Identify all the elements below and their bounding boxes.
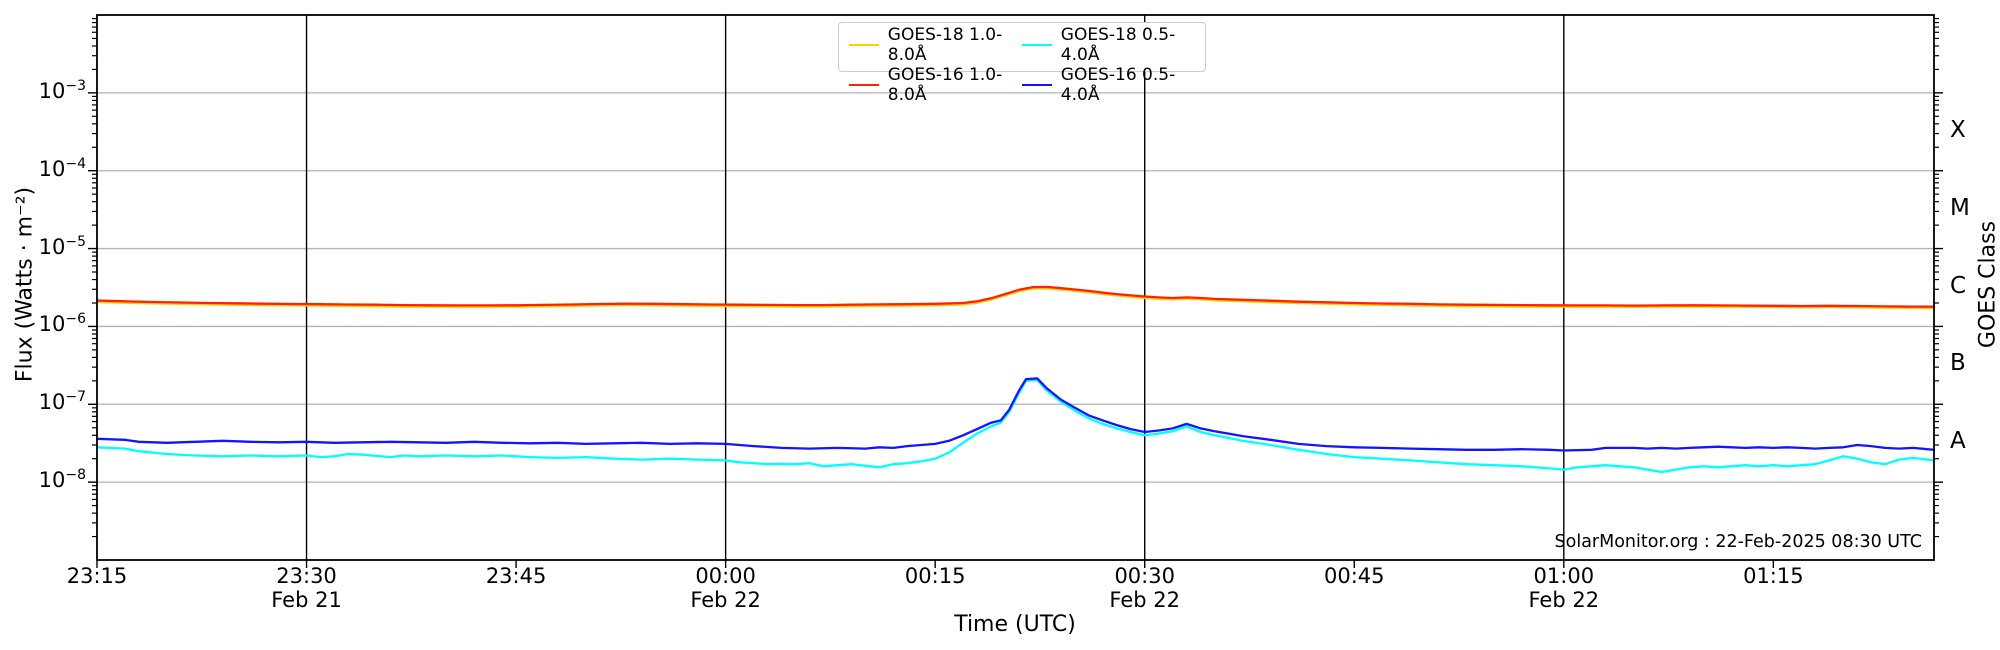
- goes-class-label-A: A: [1950, 428, 1966, 455]
- y-tick-label: 10−6: [38, 311, 86, 337]
- legend-label: GOES-18 0.5-4.0Å: [1060, 25, 1176, 65]
- x-tick-date-label: Feb 22: [690, 588, 761, 612]
- goes-class-label-M: M: [1950, 194, 1970, 221]
- legend-line-swatch: [849, 84, 879, 86]
- y-tick-label: 10−8: [38, 467, 86, 493]
- y-axis-title: Flux (Watts · m⁻²): [12, 186, 38, 383]
- x-tick-date-label: Feb 21: [271, 588, 342, 612]
- x-tick-label: 01:00: [1533, 564, 1595, 588]
- x-tick-label: 23:45: [485, 564, 547, 588]
- y-tick-label: 10−5: [38, 233, 86, 259]
- x-tick-date-label: Feb 22: [1528, 588, 1600, 612]
- legend-line-swatch: [1022, 84, 1052, 86]
- curve-GOES-16 0.5-4.0Å: [95, 377, 1936, 452]
- solarmonitor-watermark: SolarMonitor.org : 22-Feb-2025 08:30 UTC: [1554, 532, 1922, 552]
- curve-GOES-18 1.0-8.0Å: [95, 287, 1936, 310]
- legend-label: GOES-18 1.0-8.0Å: [887, 25, 1003, 65]
- x-axis-title: Time (UTC): [954, 612, 1076, 637]
- x-tick-label: 00:15: [904, 564, 966, 588]
- x-tick-date-label: Feb 22: [1109, 588, 1180, 612]
- x-tick-label: 23:15: [66, 564, 128, 588]
- right-axis-title: GOES Class: [1975, 220, 2000, 349]
- legend-entry: GOES-18 0.5-4.0Å: [1022, 25, 1195, 65]
- y-tick-label: 10−3: [38, 77, 86, 103]
- legend-line-swatch: [1022, 44, 1052, 46]
- legend-label: GOES-16 0.5-4.0Å: [1060, 65, 1176, 105]
- x-tick-label: 00:00: [695, 564, 756, 588]
- plot-frame: [96, 14, 1935, 561]
- goes-class-label-X: X: [1950, 116, 1966, 143]
- x-tick-label: 23:30: [276, 564, 337, 588]
- y-tick-label: 10−7: [38, 389, 86, 415]
- curve-GOES-18 0.5-4.0Å: [95, 378, 1936, 474]
- legend: GOES-18 1.0-8.0Å GOES-16 1.0-8.0Å GOES-18 …: [838, 22, 1206, 105]
- goes-class-label-B: B: [1950, 350, 1966, 377]
- legend-entry: GOES-16 0.5-4.0Å: [1022, 65, 1195, 105]
- legend-entry: GOES-16 1.0-8.0Å: [849, 65, 1022, 105]
- x-tick-label: 01:15: [1743, 564, 1804, 588]
- goes-class-label-C: C: [1950, 272, 1967, 299]
- legend-label: GOES-16 1.0-8.0Å: [887, 65, 1003, 105]
- x-tick-label: 00:45: [1323, 564, 1385, 588]
- legend-entry: GOES-18 1.0-8.0Å: [849, 25, 1022, 65]
- legend-line-swatch: [849, 44, 879, 46]
- y-tick-label: 10−4: [38, 155, 86, 181]
- x-tick-label: 00:30: [1114, 564, 1175, 588]
- curve-GOES-16 1.0-8.0Å: [95, 285, 1936, 308]
